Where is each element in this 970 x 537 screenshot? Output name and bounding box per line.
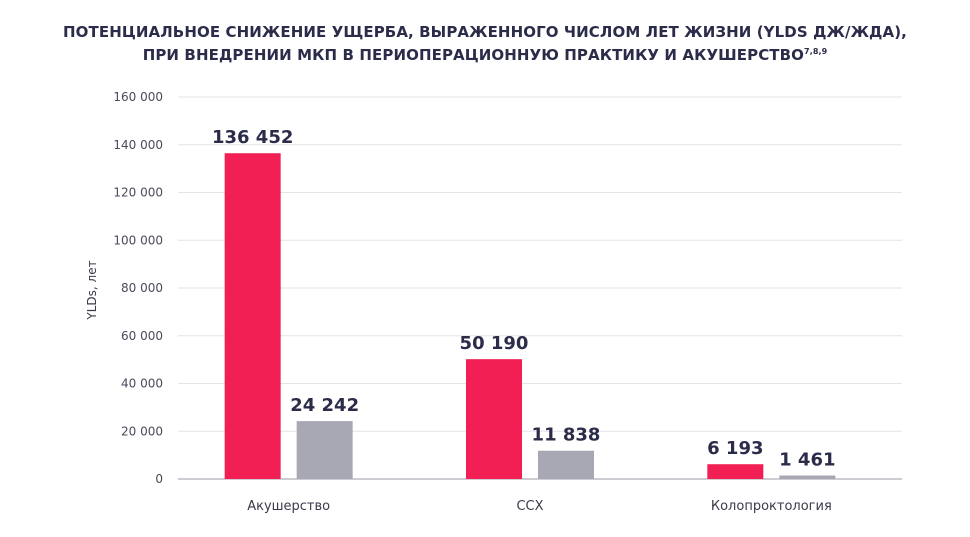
y-tick-label: 80 000 [121, 281, 163, 295]
x-tick-label: Акушерство [247, 499, 330, 514]
y-axis-ticks: 0 20 000 40 000 60 000 80 000 100 000 120 000 1… [113, 90, 163, 486]
y-tick-label: 0 [155, 472, 163, 486]
x-tick-label: Колопроктология [711, 499, 832, 514]
chart-title-line-2: ПРИ ВНЕДРЕНИИ МКП В ПЕРИОПЕРАЦИОННУЮ ПРА… [0, 42, 970, 65]
data-label: 50 190 [460, 333, 529, 354]
category-labels: Акушерство ССХ Колопроктология [247, 499, 832, 514]
data-label: 6 193 [707, 438, 763, 459]
x-tick-label: ССХ [516, 499, 543, 514]
data-label: 136 452 [212, 127, 293, 148]
y-tick-label: 140 000 [113, 138, 163, 152]
bar [538, 450, 594, 479]
y-tick-label: 120 000 [113, 186, 163, 200]
chart-title-line-1: ПОТЕНЦИАЛЬНОЕ СНИЖЕНИЕ УЩЕРБА, ВЫРАЖЕННО… [63, 23, 907, 41]
y-tick-label: 40 000 [121, 377, 163, 391]
bar [224, 153, 281, 479]
y-axis-label: YLDs, лет [85, 260, 99, 320]
data-label: 1 461 [779, 450, 835, 471]
y-tick-label: 160 000 [113, 90, 163, 104]
y-tick-label: 20 000 [121, 424, 163, 438]
chart-title: ПОТЕНЦИАЛЬНОЕ СНИЖЕНИЕ УЩЕРБА, ВЫРАЖЕННО… [0, 22, 970, 65]
data-label: 11 838 [532, 425, 601, 446]
chart-title-line-2-text: ПРИ ВНЕДРЕНИИ МКП В ПЕРИОПЕРАЦИОННУЮ ПРА… [142, 46, 805, 64]
bar [466, 359, 522, 479]
value-labels: 136 452 24 242 50 190 11 838 6 193 1 461 [212, 127, 836, 470]
y-tick-label: 100 000 [113, 233, 163, 247]
bar [296, 421, 353, 479]
grid-lines [178, 96, 902, 480]
y-tick-label: 60 000 [121, 329, 163, 343]
bar [779, 475, 836, 479]
data-label: 24 242 [290, 395, 359, 416]
bars [224, 153, 836, 479]
chart-title-references: 7,8,9 [804, 47, 828, 56]
bar [707, 464, 764, 479]
